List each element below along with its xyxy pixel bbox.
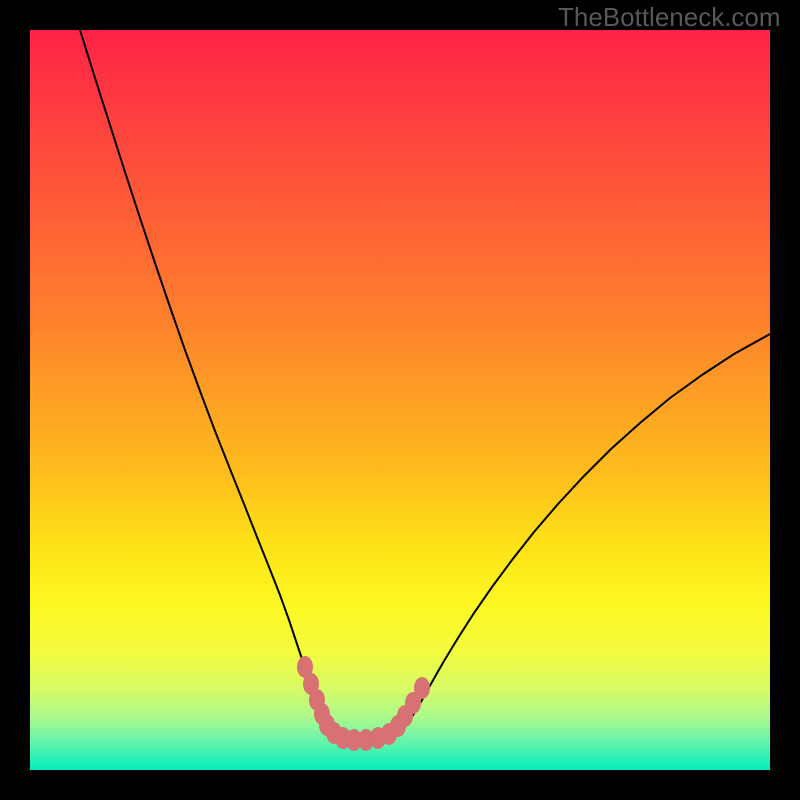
gradient-background bbox=[30, 30, 770, 770]
frame-right bbox=[770, 0, 800, 800]
watermark-text: TheBottleneck.com bbox=[558, 2, 781, 33]
frame-bottom bbox=[0, 770, 800, 800]
frame-left bbox=[0, 0, 30, 800]
highlight-dot bbox=[414, 677, 430, 699]
bottleneck-chart bbox=[30, 30, 770, 770]
